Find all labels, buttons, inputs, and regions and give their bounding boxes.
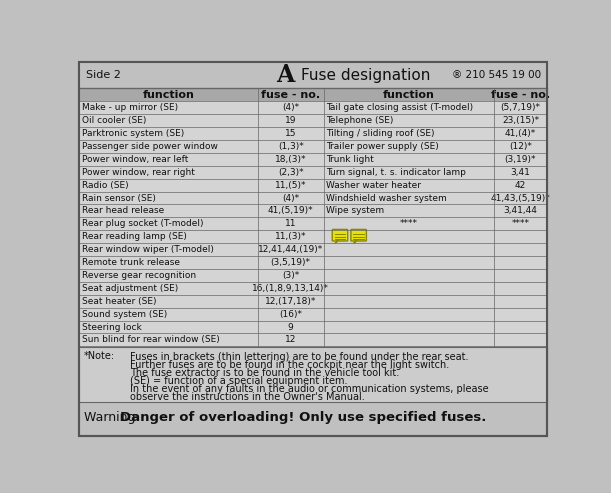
Text: Trailer power supply (SE): Trailer power supply (SE) (326, 142, 439, 151)
Polygon shape (335, 240, 338, 243)
Text: (4)*: (4)* (282, 103, 299, 112)
Text: 41,(5,19)*: 41,(5,19)* (268, 207, 313, 215)
Text: Make - up mirror (SE): Make - up mirror (SE) (82, 103, 178, 112)
Text: Warning:: Warning: (84, 411, 144, 423)
Text: Telephone (SE): Telephone (SE) (326, 116, 393, 125)
Text: Seat adjustment (SE): Seat adjustment (SE) (82, 284, 178, 293)
FancyBboxPatch shape (332, 229, 348, 241)
Text: 18,(3)*: 18,(3)* (275, 155, 306, 164)
Text: function: function (142, 90, 194, 100)
Text: observe the instructions in the Owner's Manual.: observe the instructions in the Owner's … (130, 392, 365, 402)
Text: Oil cooler (SE): Oil cooler (SE) (82, 116, 146, 125)
Text: *Note:: *Note: (84, 351, 115, 361)
Text: Turn signal, t. s. indicator lamp: Turn signal, t. s. indicator lamp (326, 168, 466, 177)
Text: Rain sensor (SE): Rain sensor (SE) (82, 194, 156, 203)
Text: 42: 42 (515, 180, 526, 190)
Text: Rear reading lamp (SE): Rear reading lamp (SE) (82, 232, 187, 241)
Text: Parktronic system (SE): Parktronic system (SE) (82, 129, 184, 138)
Text: Reverse gear recognition: Reverse gear recognition (82, 271, 196, 280)
Text: Sun blind for rear window (SE): Sun blind for rear window (SE) (82, 335, 219, 345)
Text: Steering lock: Steering lock (82, 322, 142, 331)
Text: Wipe system: Wipe system (326, 207, 384, 215)
Text: Trunk light: Trunk light (326, 155, 374, 164)
Text: Sound system (SE): Sound system (SE) (82, 310, 167, 318)
Text: 41,43,(5,19)*: 41,43,(5,19)* (491, 194, 551, 203)
Text: A: A (276, 63, 295, 87)
Text: 3,41: 3,41 (511, 168, 530, 177)
Text: Power window, rear right: Power window, rear right (82, 168, 195, 177)
Text: ****: **** (511, 219, 530, 228)
Text: (16)*: (16)* (279, 310, 302, 318)
Bar (79, 62, 547, 88)
Text: Power window, rear left: Power window, rear left (82, 155, 188, 164)
Text: fuse - no.: fuse - no. (491, 90, 550, 100)
Text: (3,19)*: (3,19)* (505, 155, 536, 164)
Text: ****: **** (400, 219, 418, 228)
Text: 11,(3)*: 11,(3)* (275, 232, 306, 241)
Text: 12,41,44,(19)*: 12,41,44,(19)* (258, 245, 323, 254)
Text: 3,41,44: 3,41,44 (503, 207, 538, 215)
Text: Remote trunk release: Remote trunk release (82, 258, 180, 267)
Text: Rear plug socket (T-model): Rear plug socket (T-model) (82, 219, 203, 228)
Text: 11,(5)*: 11,(5)* (275, 180, 306, 190)
Text: In the event of any faults in the audio or communication systems, please: In the event of any faults in the audio … (130, 384, 488, 394)
Text: (5,7,19)*: (5,7,19)* (500, 103, 541, 112)
Text: Tilting / sliding roof (SE): Tilting / sliding roof (SE) (326, 129, 434, 138)
Text: Washer water heater: Washer water heater (326, 180, 421, 190)
Text: (1,3)*: (1,3)* (278, 142, 304, 151)
Text: 12,(17,18)*: 12,(17,18)* (265, 297, 316, 306)
Text: Seat heater (SE): Seat heater (SE) (82, 297, 156, 306)
Text: Rear head release: Rear head release (82, 207, 164, 215)
Text: Fuse designation: Fuse designation (301, 68, 431, 83)
Text: (12)*: (12)* (509, 142, 532, 151)
Text: The fuse extractor is to be found in the vehicle tool kit.: The fuse extractor is to be found in the… (130, 368, 399, 378)
FancyBboxPatch shape (351, 229, 367, 241)
Text: 9: 9 (288, 322, 293, 331)
Text: 23,(15)*: 23,(15)* (502, 116, 539, 125)
Text: (4)*: (4)* (282, 194, 299, 203)
Text: 16,(1,8,9,13,14)*: 16,(1,8,9,13,14)* (252, 284, 329, 293)
Text: function: function (383, 90, 435, 100)
Text: Danger of overloading! Only use specified fuses.: Danger of overloading! Only use specifie… (120, 411, 486, 423)
Text: Tail gate closing assist (T-model): Tail gate closing assist (T-model) (326, 103, 473, 112)
Text: (3)*: (3)* (282, 271, 299, 280)
Polygon shape (354, 240, 357, 243)
Bar (79, 88, 547, 347)
Bar (79, 347, 547, 402)
Text: Windshield washer system: Windshield washer system (326, 194, 447, 203)
Text: 19: 19 (285, 116, 296, 125)
Text: (SE) = function of a special equipment item.: (SE) = function of a special equipment i… (130, 376, 347, 386)
Text: ® 210 545 19 00: ® 210 545 19 00 (452, 70, 541, 80)
Text: (3,5,19)*: (3,5,19)* (271, 258, 310, 267)
Text: fuse - no.: fuse - no. (261, 90, 320, 100)
Text: 11: 11 (285, 219, 296, 228)
Text: Radio (SE): Radio (SE) (82, 180, 128, 190)
Text: Further fuses are to be found in the cockpit near the light switch.: Further fuses are to be found in the coc… (130, 360, 449, 370)
Text: (2,3)*: (2,3)* (278, 168, 304, 177)
Text: 41,(4)*: 41,(4)* (505, 129, 536, 138)
Text: 12: 12 (285, 335, 296, 345)
Text: Passenger side power window: Passenger side power window (82, 142, 218, 151)
Bar (79, 88, 547, 102)
Text: Rear window wiper (T-model): Rear window wiper (T-model) (82, 245, 214, 254)
Text: 15: 15 (285, 129, 296, 138)
Text: Side 2: Side 2 (86, 70, 120, 80)
Text: Fuses in brackets (thin lettering) are to be found under the rear seat.: Fuses in brackets (thin lettering) are t… (130, 352, 469, 362)
